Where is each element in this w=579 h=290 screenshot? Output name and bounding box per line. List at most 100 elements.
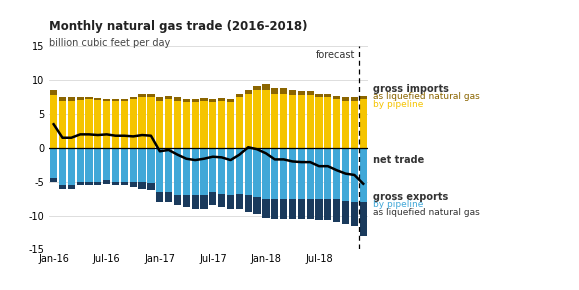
Bar (244, 148, 252, 195)
Bar (59, 101, 66, 148)
Bar (342, 201, 349, 224)
Bar (112, 182, 119, 185)
Bar (165, 96, 173, 99)
Bar (59, 97, 66, 101)
Bar (59, 148, 66, 185)
Bar (209, 99, 217, 102)
Bar (103, 99, 111, 101)
Bar (218, 98, 225, 101)
Bar (76, 148, 84, 182)
Bar (156, 148, 163, 192)
Bar (112, 148, 119, 182)
Bar (236, 94, 243, 97)
Text: billion cubic feet per day: billion cubic feet per day (49, 38, 170, 48)
Bar (130, 99, 137, 148)
Bar (316, 97, 323, 148)
Bar (103, 148, 111, 180)
Bar (280, 199, 287, 219)
Bar (103, 180, 111, 184)
Bar (351, 202, 358, 226)
Bar (333, 199, 340, 222)
Bar (280, 94, 287, 148)
Text: as liquefied natural gas: as liquefied natural gas (373, 208, 480, 217)
Bar (156, 97, 163, 101)
Text: gross exports: gross exports (373, 192, 449, 202)
Bar (254, 90, 261, 148)
Bar (183, 195, 190, 207)
Bar (121, 101, 128, 148)
Bar (209, 148, 217, 192)
Bar (50, 90, 57, 95)
Bar (227, 195, 234, 209)
Bar (76, 182, 84, 185)
Bar (130, 148, 137, 182)
Bar (351, 101, 358, 148)
Text: net trade: net trade (373, 155, 425, 165)
Bar (200, 195, 208, 209)
Bar (333, 96, 340, 99)
Bar (94, 98, 101, 100)
Bar (324, 199, 332, 220)
Bar (236, 194, 243, 209)
Bar (342, 148, 349, 201)
Bar (289, 148, 296, 199)
Bar (50, 148, 57, 178)
Bar (289, 95, 296, 148)
Bar (298, 91, 305, 95)
Bar (156, 101, 163, 148)
Bar (192, 99, 199, 102)
Bar (360, 202, 367, 236)
Bar (183, 99, 190, 102)
Bar (165, 192, 173, 202)
Bar (262, 199, 270, 218)
Bar (227, 102, 234, 148)
Bar (59, 185, 66, 188)
Bar (112, 101, 119, 148)
Bar (218, 101, 225, 148)
Bar (227, 99, 234, 102)
Text: gross imports: gross imports (373, 84, 449, 94)
Bar (112, 99, 119, 101)
Bar (85, 148, 93, 182)
Bar (121, 148, 128, 182)
Bar (200, 148, 208, 195)
Bar (271, 94, 278, 148)
Bar (306, 95, 314, 148)
Bar (147, 183, 155, 190)
Text: by pipeline: by pipeline (373, 100, 424, 109)
Bar (174, 148, 181, 195)
Bar (68, 97, 75, 101)
Bar (342, 97, 349, 101)
Bar (218, 148, 225, 194)
Bar (262, 148, 270, 199)
Bar (324, 94, 332, 97)
Bar (138, 182, 146, 189)
Bar (192, 195, 199, 209)
Bar (209, 102, 217, 148)
Bar (138, 148, 146, 182)
Bar (174, 101, 181, 148)
Text: Monthly natural gas trade (2016-2018): Monthly natural gas trade (2016-2018) (49, 20, 307, 33)
Bar (165, 148, 173, 192)
Bar (94, 182, 101, 185)
Bar (138, 95, 146, 97)
Bar (147, 94, 155, 97)
Bar (174, 97, 181, 101)
Bar (130, 182, 137, 187)
Bar (68, 101, 75, 148)
Bar (254, 148, 261, 197)
Bar (68, 185, 75, 188)
Bar (192, 102, 199, 148)
Bar (94, 100, 101, 148)
Bar (85, 182, 93, 185)
Bar (200, 98, 208, 101)
Bar (200, 101, 208, 148)
Bar (50, 178, 57, 182)
Bar (236, 148, 243, 194)
Bar (351, 97, 358, 101)
Bar (147, 97, 155, 148)
Bar (76, 100, 84, 148)
Bar (85, 97, 93, 99)
Bar (360, 99, 367, 148)
Text: as liquefied natural gas: as liquefied natural gas (373, 92, 480, 101)
